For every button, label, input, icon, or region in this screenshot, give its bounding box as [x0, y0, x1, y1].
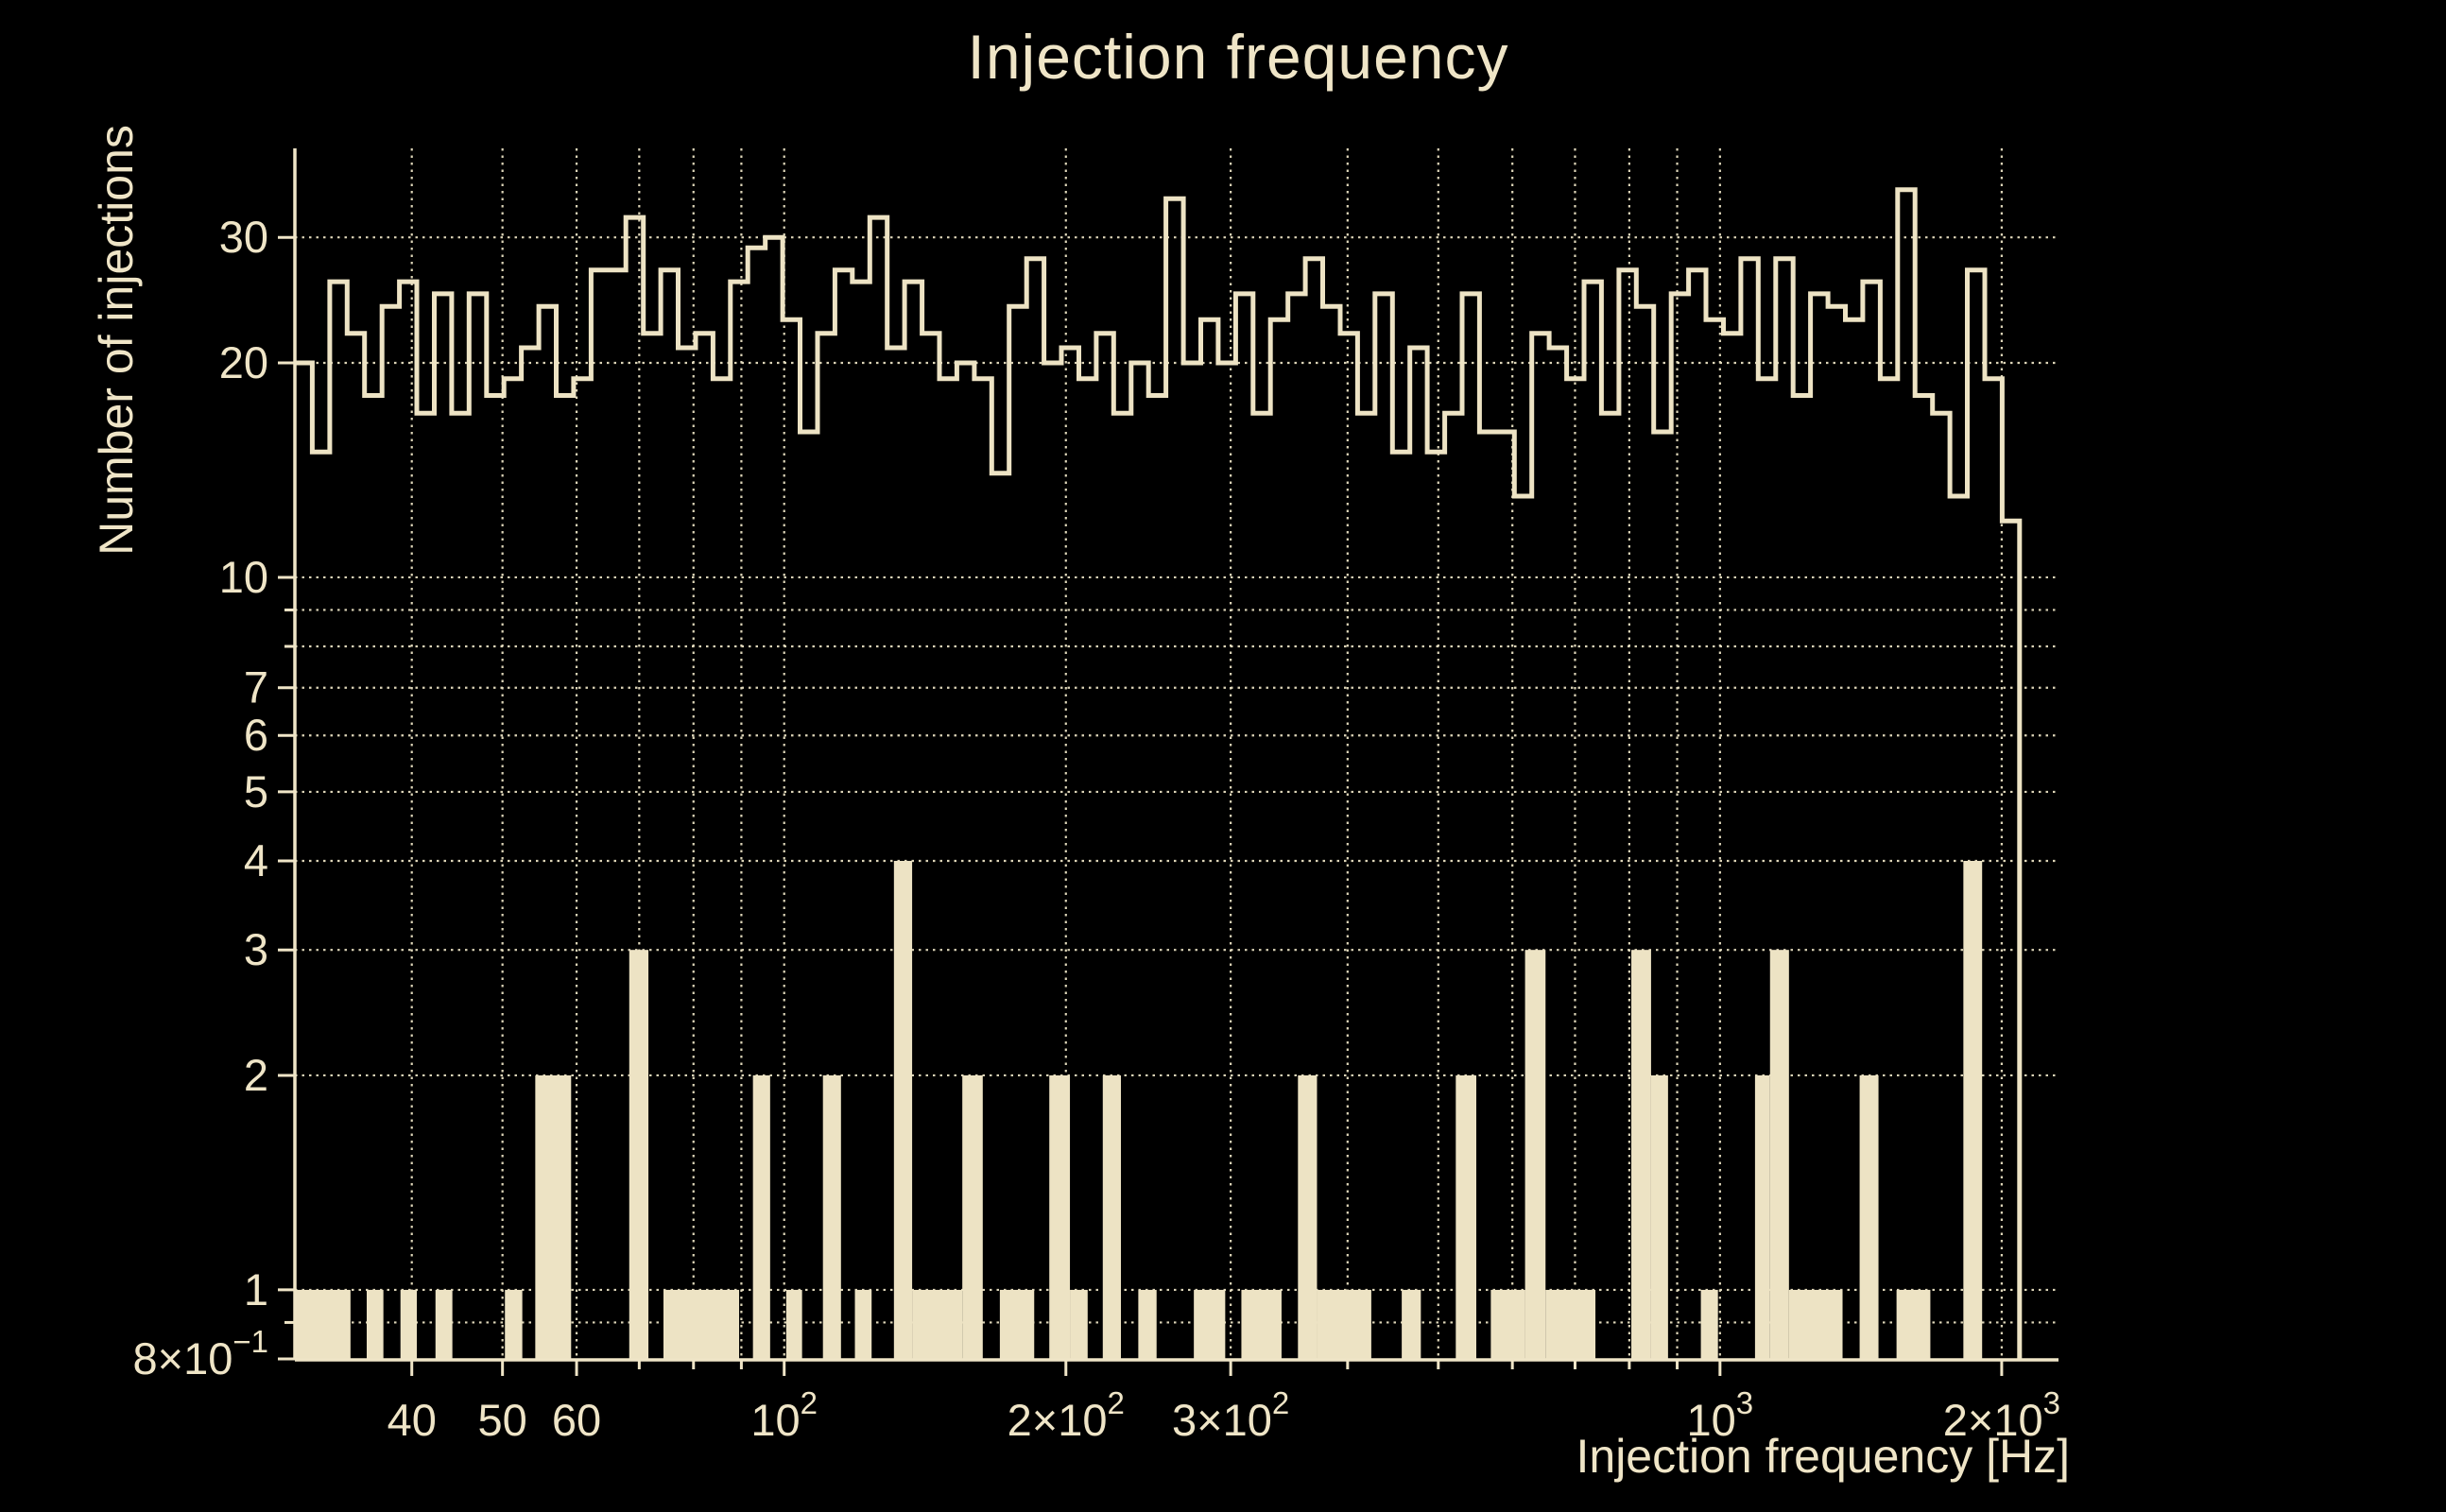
filled-histogram-bar: [1456, 1074, 1476, 1359]
filled-histogram-bar: [1298, 1074, 1318, 1359]
filled-histogram-bar: [1402, 1289, 1421, 1359]
filled-histogram-bar: [1754, 1074, 1770, 1359]
filled-histogram-bar: [752, 1074, 770, 1359]
filled-histogram-bar: [435, 1289, 453, 1359]
x-tick-label: 2×103: [1943, 1385, 2060, 1445]
filled-histogram-bar: [1545, 1289, 1596, 1359]
y-tick-label: 7: [244, 662, 268, 713]
filled-histogram-bar: [629, 950, 649, 1359]
x-tick-label: 103: [1687, 1385, 1754, 1445]
filled-histogram-bar: [785, 1289, 802, 1359]
filled-histogram-bar: [663, 1289, 740, 1359]
filled-histogram-bar: [505, 1289, 523, 1359]
outline-histogram: [295, 187, 2023, 1359]
y-tick-label: 5: [244, 766, 268, 816]
filled-histogram-bar: [1788, 1289, 1843, 1359]
y-tick-label: 2: [244, 1050, 268, 1100]
filled-histogram-bar: [1194, 1289, 1226, 1359]
filled-histogram-bar: [999, 1289, 1035, 1359]
y-tick-label: 6: [244, 710, 268, 760]
x-tick-label: 102: [750, 1385, 818, 1445]
filled-histogram-bar: [962, 1074, 983, 1359]
y-tick-label: 1: [244, 1264, 268, 1314]
x-axis-title: Injection frequency [Hz]: [1576, 1430, 2071, 1483]
x-tick-label: 3×102: [1172, 1385, 1289, 1445]
x-tick-label: 40: [388, 1395, 437, 1445]
filled-histogram-bar: [1049, 1074, 1071, 1359]
filled-histogram-bar: [854, 1289, 872, 1359]
chart-title: Injection frequency: [967, 22, 1509, 92]
filled-histogram-bar: [912, 1289, 963, 1359]
filled-histogram-bar: [1138, 1289, 1157, 1359]
y-tick-label: 8×10−1: [133, 1324, 269, 1383]
filled-histogram-bar: [1769, 950, 1789, 1359]
x-tick-label: 2×102: [1008, 1385, 1125, 1445]
x-tick-label: 50: [478, 1395, 527, 1445]
filled-histogram-bar: [1650, 1074, 1668, 1359]
filled-histogram-bar: [535, 1074, 572, 1359]
filled-histogram-bar: [1317, 1289, 1371, 1359]
filled-histogram-bar: [400, 1289, 418, 1359]
y-tick-label: 4: [244, 835, 268, 885]
filled-histogram-bar: [1859, 1074, 1879, 1359]
filled-histogram-bar: [1963, 860, 1983, 1359]
y-tick-label: 3: [244, 924, 268, 974]
y-tick-label: 10: [219, 552, 268, 602]
filled-histogram-bar: [1070, 1289, 1088, 1359]
filled-histogram-bar: [822, 1074, 841, 1359]
filled-histogram-bar: [1896, 1289, 1931, 1359]
x-tick-label: 60: [552, 1395, 601, 1445]
filled-histogram-bar: [893, 860, 913, 1359]
filled-histogram-bar: [295, 1289, 351, 1359]
filled-histogram-bar: [1490, 1289, 1525, 1359]
filled-histogram-bar: [1631, 950, 1651, 1359]
filled-histogram-bar: [1102, 1074, 1121, 1359]
y-tick-label: 30: [219, 212, 268, 262]
filled-histogram-bar: [367, 1289, 384, 1359]
filled-histogram-bar: [1524, 950, 1546, 1359]
y-tick-label: 20: [219, 337, 268, 387]
filled-histogram-bar: [1700, 1289, 1718, 1359]
filled-histogram-bar: [1241, 1289, 1282, 1359]
